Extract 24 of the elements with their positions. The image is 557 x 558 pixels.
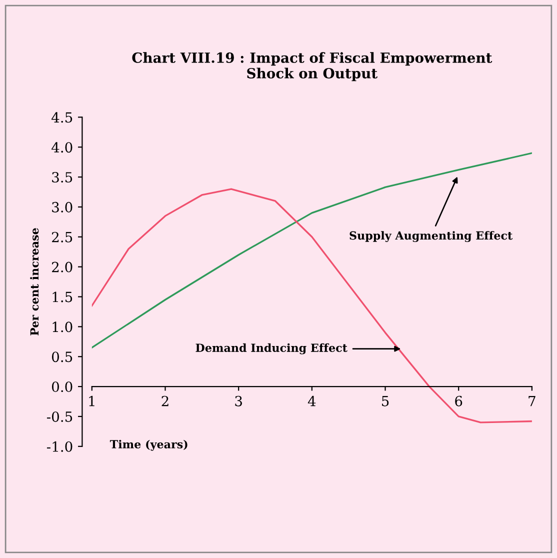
chart-title: Chart VIII.19 : Impact of Fiscal Empowerment Shock on Output xyxy=(132,52,492,82)
y-tick-label: 3.5 xyxy=(52,172,72,183)
x-axis-title: Time (years) xyxy=(110,440,188,451)
y-tick-label: 4.5 xyxy=(51,112,72,123)
annotation: Supply Augmenting Effect xyxy=(350,231,513,242)
y-tick-label: 0.0 xyxy=(52,382,72,392)
y-tick-label: 0.5 xyxy=(52,352,72,362)
y-tick-label: 1.0 xyxy=(52,322,72,332)
y-axis-title: Per cent increase xyxy=(30,228,39,336)
y-tick-label: -0.5 xyxy=(46,411,72,422)
y-tick-label: 2.5 xyxy=(52,232,72,242)
y-tick-label: -1.0 xyxy=(46,441,72,452)
x-tick-label: 5 xyxy=(382,396,389,406)
x-tick-label: 2 xyxy=(162,396,168,406)
x-tick-label: 3 xyxy=(235,396,242,406)
x-tick-label: 4 xyxy=(308,396,316,406)
y-tick-label: 4.0 xyxy=(51,142,72,153)
x-tick-label: 7 xyxy=(528,396,536,406)
y-tick-label: 3.0 xyxy=(52,202,72,212)
y-tick-label: 1.5 xyxy=(52,292,72,302)
y-tick-label: 2.0 xyxy=(52,262,72,272)
x-tick-label: 6 xyxy=(455,396,462,406)
annotation: Demand Inducing Effect xyxy=(196,343,348,354)
x-tick-label: 1 xyxy=(89,396,94,406)
